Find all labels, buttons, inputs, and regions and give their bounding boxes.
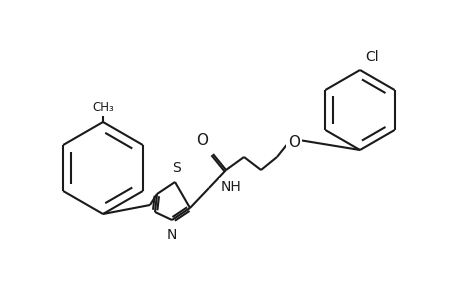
Text: N: N: [167, 228, 177, 242]
Text: NH: NH: [220, 180, 241, 194]
Text: Cl: Cl: [364, 50, 378, 64]
Text: O: O: [287, 134, 299, 149]
Text: CH₃: CH₃: [92, 101, 114, 114]
Text: O: O: [196, 133, 207, 148]
Text: S: S: [172, 161, 181, 175]
